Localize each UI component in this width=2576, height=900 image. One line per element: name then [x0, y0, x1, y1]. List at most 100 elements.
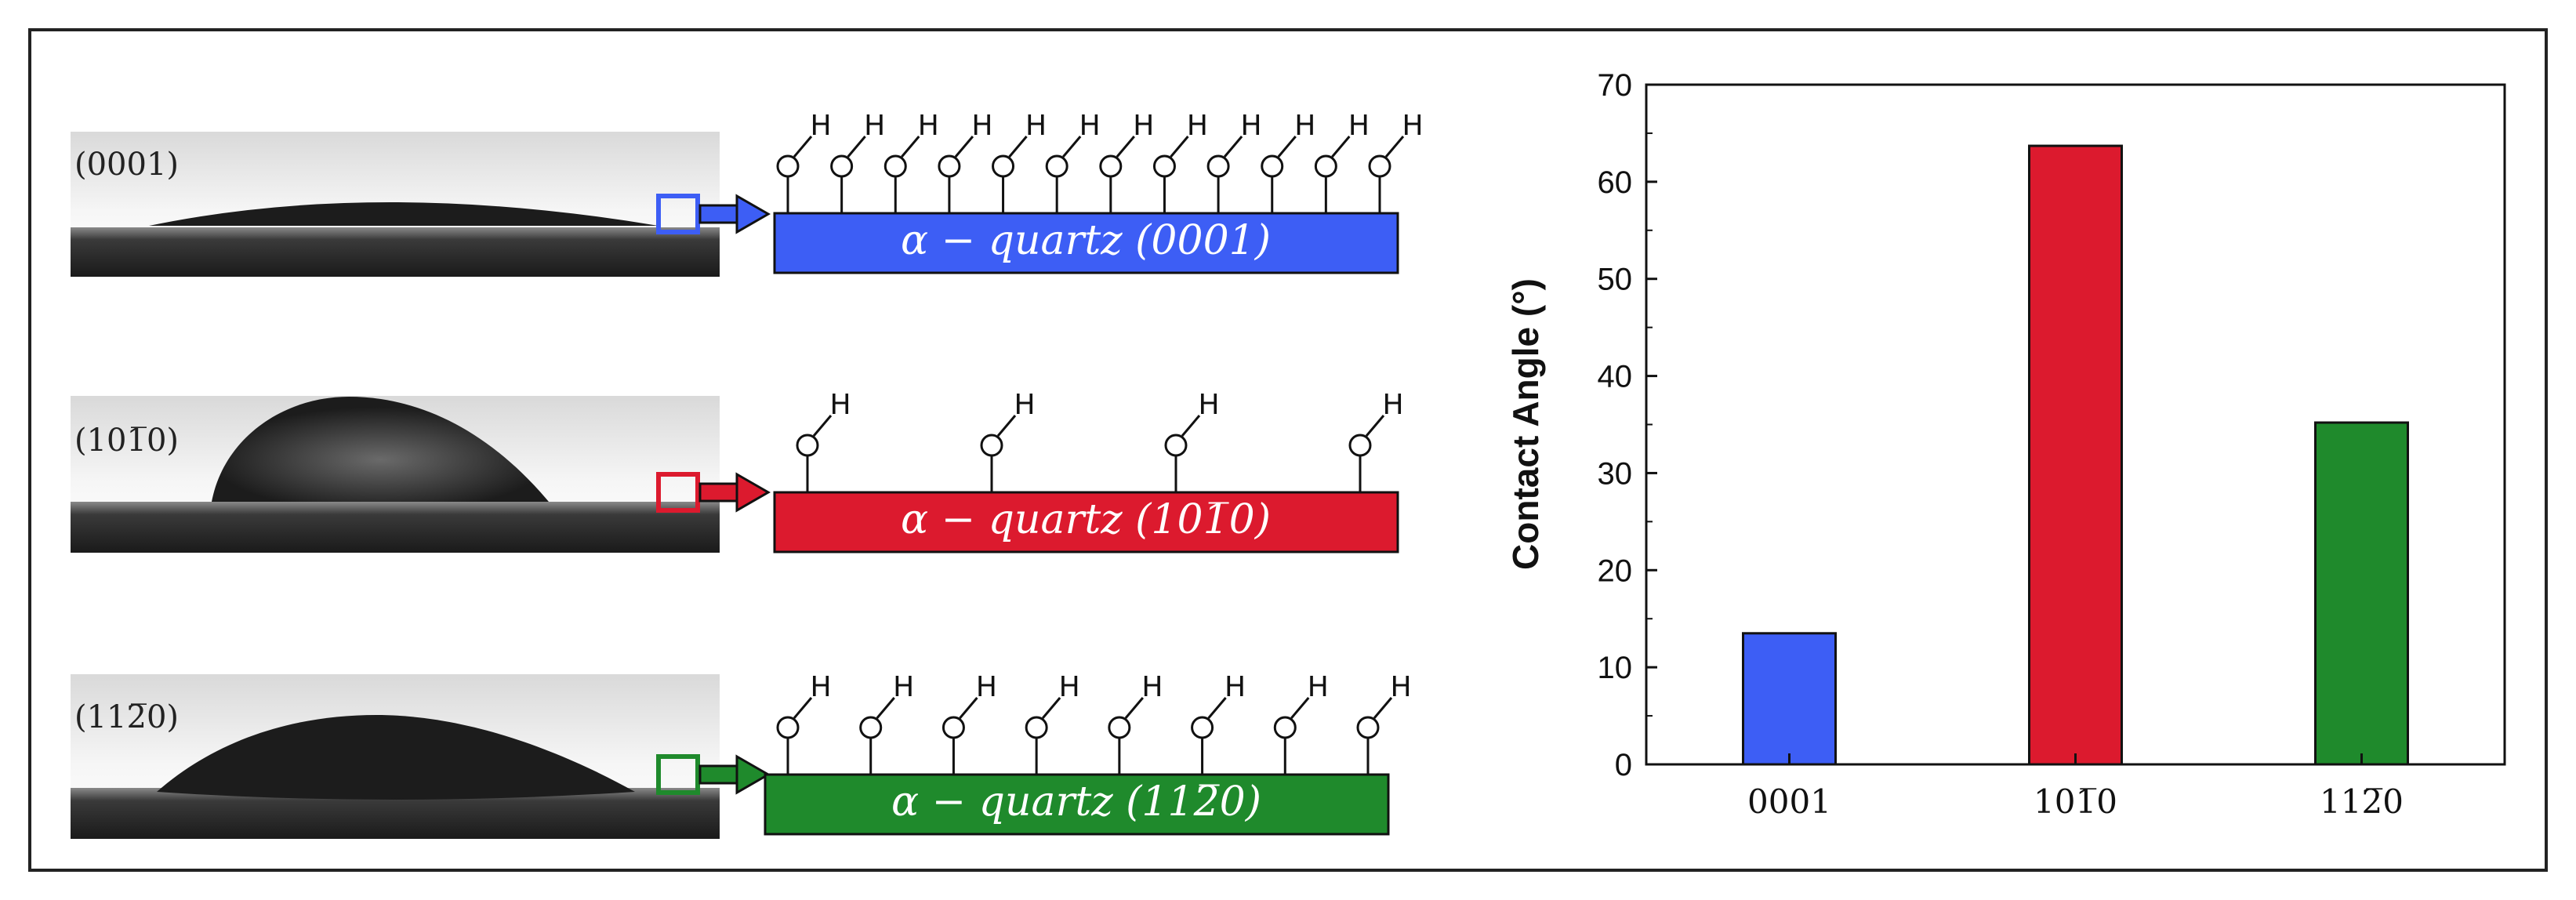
- x-tick-label: 101̅0: [2034, 782, 2117, 821]
- hydroxyl-group: H: [776, 671, 832, 775]
- bar-10-10: [2028, 144, 2123, 766]
- oxygen-atom: [1099, 154, 1123, 178]
- hydroxyl-group: H: [1273, 671, 1329, 775]
- arrow-10-10: [698, 472, 771, 513]
- oxygen-atom: [1152, 154, 1176, 178]
- bond-line: [996, 415, 1017, 437]
- x-tick-label: 112̅0: [2320, 782, 2404, 821]
- oxygen-atom: [1206, 154, 1230, 178]
- oxygen-atom: [796, 434, 819, 457]
- hydroxyl-group: H: [980, 389, 1036, 492]
- hydroxyl-group: H: [1164, 389, 1220, 492]
- y-tick-label: 0: [1615, 748, 1632, 782]
- bar-11-20: [2314, 421, 2409, 766]
- bond-line: [847, 136, 866, 158]
- oxygen-atom: [942, 716, 965, 739]
- arrow-11-20: [698, 754, 771, 795]
- substrate-bar-0001: [773, 212, 1399, 274]
- hydrogen-atom: H: [1059, 671, 1080, 703]
- bond-line: [959, 697, 978, 719]
- panel-label-0001: (0001): [74, 147, 179, 183]
- bond-line: [876, 697, 895, 719]
- bond-line: [1062, 136, 1082, 158]
- panel-11-20: (112̅0) α − quartz (112̅0) H H H H H H H H: [71, 671, 1412, 839]
- substrate-label-10-10: α − quartz (101̅0): [901, 496, 1271, 543]
- hydroxyl-group: H: [1025, 671, 1080, 775]
- hydrogen-atom: H: [893, 671, 914, 703]
- oxygen-atom: [830, 154, 854, 178]
- panel-10-10: (101̅0) α − quartz (101̅0) H H H H: [71, 389, 1404, 553]
- hydrogen-atom: H: [810, 671, 831, 703]
- y-tick-label: 50: [1598, 263, 1633, 297]
- oxygen-atom: [776, 154, 800, 178]
- hydroxyl-group: H: [1099, 110, 1154, 213]
- hydroxyl-group: H: [1206, 110, 1262, 213]
- hydroxyl-group: H: [938, 110, 992, 213]
- bond-line: [1331, 136, 1351, 158]
- hydrogen-atom: H: [1133, 110, 1154, 142]
- hydrogen-atom: H: [1198, 389, 1219, 421]
- hydrogen-atom: H: [864, 110, 885, 142]
- y-axis-title: Contact Angle (°): [1505, 278, 1546, 570]
- bond-line: [1170, 136, 1189, 158]
- bond-line: [1124, 697, 1145, 719]
- marker-square-0001: [656, 194, 700, 234]
- hydrogen-atom: H: [971, 110, 992, 142]
- oxygen-atom: [1191, 716, 1214, 739]
- oxygen-atom: [1273, 716, 1297, 739]
- hydrogen-atom: H: [810, 110, 831, 142]
- droplet-photo-10-10: [71, 396, 720, 553]
- hydrogen-atom: H: [1014, 389, 1035, 421]
- bond-line: [1116, 136, 1135, 158]
- x-axis: 0001 101̅0 112̅0: [1747, 753, 2404, 821]
- hydroxyl-group: H: [1045, 110, 1101, 213]
- hydroxyl-group: H: [1152, 110, 1208, 213]
- hydrogen-atom: H: [1294, 110, 1315, 142]
- bond-line: [954, 136, 974, 158]
- oxygen-atom: [980, 434, 1003, 457]
- droplet-photo-0001: [71, 132, 720, 277]
- marker-square-10-10: [656, 472, 700, 513]
- droplet-photo-11-20: [71, 674, 720, 839]
- bond-line: [1008, 136, 1028, 158]
- hydrogen-atom: H: [1382, 389, 1403, 421]
- substrate-bar-11-20: [764, 773, 1390, 836]
- y-tick-label: 70: [1598, 68, 1633, 103]
- bond-line: [1384, 136, 1405, 158]
- hydrogen-atom: H: [1141, 671, 1163, 703]
- hydrogen-atom: H: [1187, 110, 1208, 142]
- bond-line: [1041, 697, 1061, 719]
- hydroxyl-group: H: [1191, 671, 1246, 775]
- oxygen-atom: [1314, 154, 1337, 178]
- hydrogen-atom: H: [1025, 110, 1047, 142]
- oxygen-atom: [1356, 716, 1380, 739]
- oxygen-atom: [938, 154, 961, 178]
- hydrogen-atom: H: [1225, 671, 1246, 703]
- hydrogen-atom: H: [1241, 110, 1262, 142]
- hydroxyl-group: H: [1261, 110, 1315, 213]
- oxygen-atom: [1108, 716, 1131, 739]
- y-tick-label: 20: [1598, 553, 1633, 588]
- hydrogen-atom: H: [918, 110, 939, 142]
- oxygen-atom: [883, 154, 907, 178]
- hydroxyl-group: H: [1356, 671, 1412, 775]
- bar-0001: [1742, 632, 1837, 766]
- y-tick-label: 40: [1598, 360, 1633, 394]
- y-axis: 0 10 20 30 40 50 60 70: [1598, 68, 1657, 782]
- arrow-0001: [698, 194, 771, 234]
- hydrogen-atom: H: [1390, 671, 1411, 703]
- hydroxyl-group: H: [1314, 110, 1370, 213]
- oxygen-atom: [776, 716, 800, 739]
- y-tick-label: 10: [1598, 651, 1633, 685]
- bond-line: [1277, 136, 1297, 158]
- oxygen-atom: [1045, 154, 1068, 178]
- hydroxyl-group: H: [942, 671, 997, 775]
- oxygen-atom: [1261, 154, 1284, 178]
- bond-line: [1223, 136, 1243, 158]
- oxygen-atom: [1164, 434, 1188, 457]
